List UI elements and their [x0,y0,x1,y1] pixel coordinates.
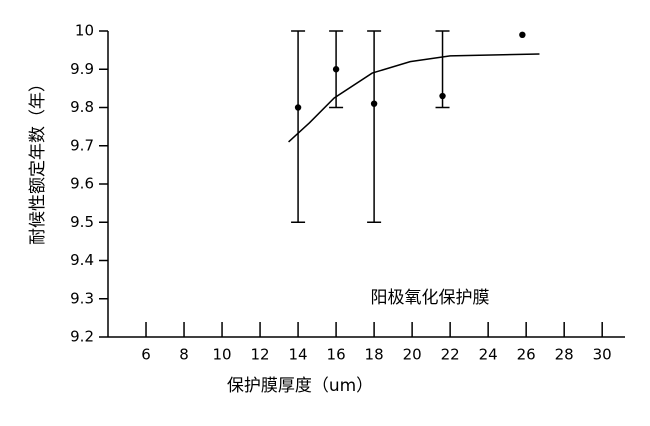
x-tick-label: 18 [365,346,384,364]
y-tick-label: 9.3 [70,289,94,307]
x-tick-label: 14 [289,346,308,364]
x-axis-label: 保护膜厚度（um） [227,376,373,396]
x-tick-label: 12 [251,346,270,364]
x-tick-label: 8 [179,346,189,364]
x-tick-label: 22 [441,346,460,364]
y-axis-label: 耐候性额定年数（年） [28,75,48,245]
y-tick-label: 9.6 [70,175,94,193]
x-tick-label: 10 [212,346,231,364]
data-point [519,31,526,39]
x-tick-label: 26 [517,346,536,364]
y-tick-label: 9.2 [70,328,94,346]
y-tick-label: 9.8 [70,98,94,116]
y-tick-label: 9.5 [70,213,94,231]
x-tick-label: 30 [593,346,612,364]
data-point [439,92,446,100]
data-point [332,66,340,73]
x-tick-label: 20 [403,346,422,364]
x-tick-label: 28 [555,346,574,364]
annotation: 阳极氧化保护膜 [371,288,490,308]
data-point [370,100,378,107]
y-tick-label: 10 [75,22,94,40]
x-tick-label: 16 [327,346,346,364]
y-tick-label: 9.4 [70,251,94,269]
data-point [294,104,302,111]
x-tick-label: 24 [479,346,498,364]
x-tick-label: 6 [141,346,151,364]
fit-curve [288,53,540,143]
y-tick-label: 9.7 [70,136,94,154]
y-tick-label: 9.9 [70,60,94,78]
